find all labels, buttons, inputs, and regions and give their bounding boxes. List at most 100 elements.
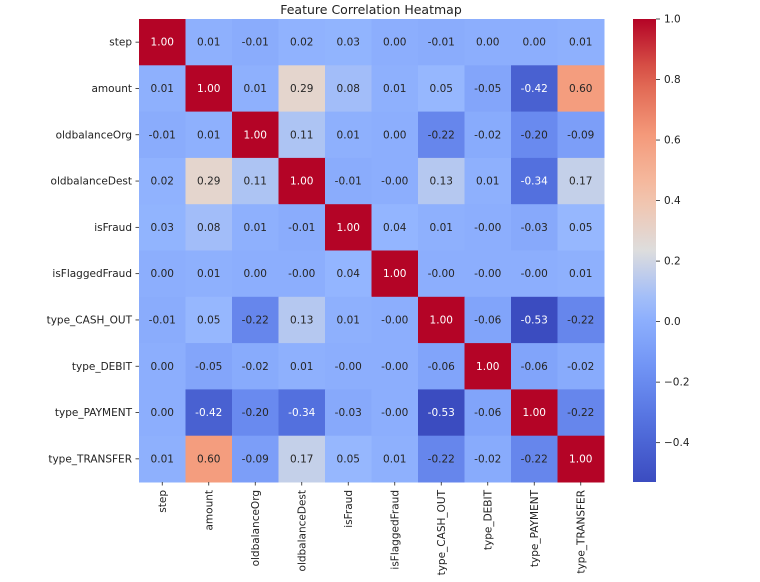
cell-value-label: -0.53 xyxy=(521,314,548,326)
heatmap-cell xyxy=(418,435,465,483)
cell-value-label: 0.17 xyxy=(290,453,313,465)
heatmap-cell xyxy=(139,111,186,159)
heatmap-cell xyxy=(278,111,326,159)
cell-value-label: -0.20 xyxy=(521,129,548,141)
heatmap-cell xyxy=(511,343,558,390)
heatmap-cell xyxy=(139,204,186,251)
heatmap-cell xyxy=(371,65,419,113)
cell-value-label: -0.09 xyxy=(567,129,594,141)
cell-value-label: 0.00 xyxy=(523,37,546,49)
cell-value-label: -0.00 xyxy=(428,268,455,280)
cell-value-label: -0.06 xyxy=(474,314,501,326)
heatmap-cell xyxy=(371,111,419,159)
cell-value-label: -0.03 xyxy=(521,222,548,234)
heatmap-cell xyxy=(418,204,465,251)
heatmap-cell xyxy=(418,250,465,298)
cell-value-label: 0.29 xyxy=(290,83,313,95)
cell-value-label: 1.00 xyxy=(337,222,360,234)
heatmap-cell xyxy=(557,204,605,251)
heatmap-cell xyxy=(371,204,419,251)
cell-value-label: 0.01 xyxy=(197,129,220,141)
heatmap-cell xyxy=(511,389,558,437)
heatmap-cell xyxy=(418,65,465,113)
heatmap-cell xyxy=(185,250,233,298)
cell-value-label: 0.05 xyxy=(569,222,592,234)
x-tick-label: type_CASH_OUT xyxy=(436,489,448,575)
cell-value-label: 0.01 xyxy=(383,453,406,465)
cell-value-label: 0.00 xyxy=(383,129,406,141)
y-tick-label: type_PAYMENT xyxy=(55,407,133,419)
cell-value-label: 0.60 xyxy=(197,453,220,465)
cell-value-label: 0.01 xyxy=(337,314,360,326)
cell-value-label: -0.03 xyxy=(335,407,362,419)
heatmap-cell xyxy=(325,250,372,298)
cell-value-label: 0.01 xyxy=(197,268,220,280)
chart-title: Feature Correlation Heatmap xyxy=(280,2,462,17)
cell-value-label: -0.42 xyxy=(195,407,222,419)
heatmap-cell xyxy=(278,204,326,251)
cell-value-label: 1.00 xyxy=(430,314,453,326)
heatmap-cell xyxy=(232,389,279,437)
cell-value-label: -0.02 xyxy=(474,453,501,465)
cell-value-label: 0.04 xyxy=(337,268,361,280)
heatmap-cell xyxy=(278,250,326,298)
heatmap-cell xyxy=(185,296,233,344)
heatmap-cell xyxy=(371,343,419,390)
heatmap-cell xyxy=(371,157,419,205)
cell-value-label: 0.00 xyxy=(476,37,499,49)
cell-value-label: -0.06 xyxy=(474,407,501,419)
cell-value-label: 0.60 xyxy=(569,83,592,95)
cell-value-label: -0.00 xyxy=(474,268,501,280)
colorbar-tick-label: 1.0 xyxy=(664,14,681,26)
heatmap-cell xyxy=(418,343,465,390)
cell-value-label: 1.00 xyxy=(290,176,313,188)
heatmap-cell xyxy=(139,435,186,483)
cell-value-label: -0.00 xyxy=(381,176,408,188)
cell-value-label: 0.04 xyxy=(383,222,407,234)
heatmap-cell xyxy=(325,157,372,205)
heatmap-cell xyxy=(464,296,512,344)
cell-value-label: 0.05 xyxy=(430,83,453,95)
cell-value-label: 0.08 xyxy=(337,83,360,95)
heatmap-cell xyxy=(278,296,326,344)
cell-value-label: -0.01 xyxy=(428,37,455,49)
x-tick-label: type_DEBIT xyxy=(482,489,494,550)
cell-value-label: 0.05 xyxy=(337,453,360,465)
heatmap-cell xyxy=(325,389,372,437)
cell-value-label: 1.00 xyxy=(151,37,174,49)
heatmap-cell xyxy=(232,19,279,66)
heatmap-cell xyxy=(511,296,558,344)
heatmap-cell xyxy=(278,343,326,390)
cell-value-label: 0.01 xyxy=(244,222,267,234)
y-tick-label: oldbalanceOrg xyxy=(56,129,132,141)
cell-value-label: -0.34 xyxy=(521,176,548,188)
cell-value-label: 1.00 xyxy=(383,268,406,280)
cell-value-label: 0.01 xyxy=(569,268,592,280)
heatmap-cell xyxy=(278,157,326,205)
heatmap-cell xyxy=(325,19,372,66)
heatmap-cell xyxy=(325,111,372,159)
cell-value-label: 0.01 xyxy=(476,176,499,188)
heatmap-cell xyxy=(464,435,512,483)
heatmap-cell xyxy=(139,19,186,66)
heatmap-cell xyxy=(511,435,558,483)
cell-value-label: -0.20 xyxy=(242,407,269,419)
cell-value-label: 0.29 xyxy=(197,176,220,188)
heatmap-cell xyxy=(557,157,605,205)
y-tick-label: isFraud xyxy=(94,222,132,234)
cell-value-label: -0.01 xyxy=(335,176,362,188)
heatmap-cell xyxy=(185,343,233,390)
y-tick-label: amount xyxy=(91,83,132,95)
heatmap-cell xyxy=(278,435,326,483)
cell-value-label: 0.01 xyxy=(337,129,360,141)
cell-value-label: 0.01 xyxy=(569,37,592,49)
cell-value-label: 1.00 xyxy=(244,129,267,141)
heatmap-cell xyxy=(511,157,558,205)
heatmap-cell xyxy=(464,343,512,390)
cell-value-label: 0.08 xyxy=(197,222,220,234)
heatmap-cell xyxy=(418,157,465,205)
heatmap-cell xyxy=(464,204,512,251)
heatmap-cell xyxy=(139,343,186,390)
y-tick-label: step xyxy=(109,37,132,49)
